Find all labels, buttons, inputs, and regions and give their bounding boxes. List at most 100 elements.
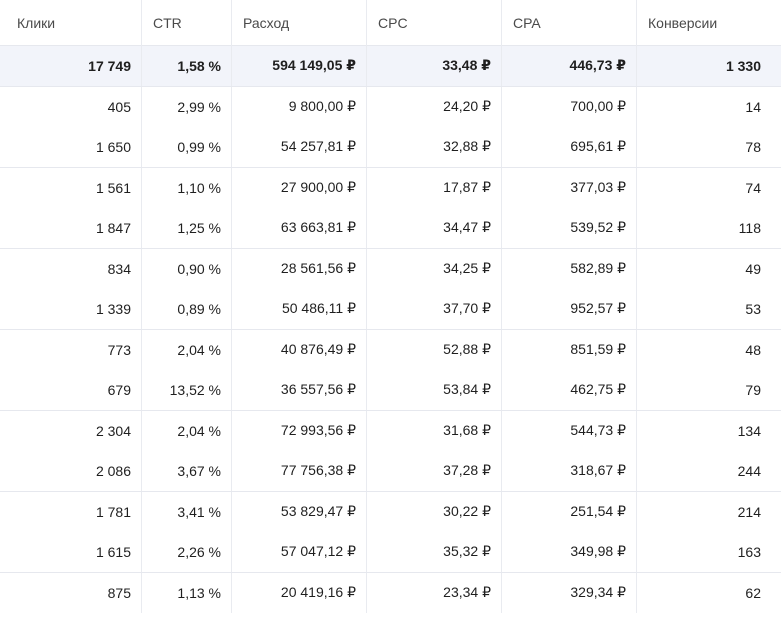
cell-cpc: 52,88 ₽ [367,329,502,370]
cell-cost: 77 756,38 ₽ [232,451,367,491]
table-row: 2 086 3,67 % 77 756,38 ₽37,28 ₽318,67 ₽ 244 [0,451,781,492]
cell-cpc: 37,28 ₽ [367,451,502,491]
cell-conversions: 14 [745,98,761,115]
cell-cost: 40 876,49 ₽ [232,329,367,370]
cell-ctr: 2,04 % [142,410,232,451]
cell-cost: 54 257,81 ₽ [232,127,367,167]
cell-clicks: 1 561 [0,167,142,208]
cell-cost: 50 486,11 ₽ [232,289,367,329]
cell-conversions: 78 [745,138,761,155]
cell-conversions: 214 [737,503,761,520]
cell-conversions: 163 [737,543,761,560]
cell-conversions: 62 [745,584,761,601]
column-header-conversions[interactable]: Конверсии [648,14,718,31]
total-clicks: 17 749 [0,46,142,86]
cell-cost: 36 557,56 ₽ [232,370,367,410]
column-header-cpa[interactable]: CPA [502,0,637,46]
table-row: 1 781 3,41 % 53 829,47 ₽30,22 ₽251,54 ₽ 214 [0,491,781,532]
total-cpa: 446,73 ₽ [502,46,637,86]
cell-cpa: 851,59 ₽ [502,329,637,370]
cell-cpc: 17,87 ₽ [367,167,502,208]
cell-conversions: 79 [745,381,761,398]
table-row: 1 561 1,10 % 27 900,00 ₽17,87 ₽377,03 ₽ 74 [0,167,781,208]
cell-clicks: 875 [0,572,142,613]
cell-cost: 63 663,81 ₽ [232,208,367,248]
table-row: 773 2,04 % 40 876,49 ₽52,88 ₽851,59 ₽ 48 [0,329,781,370]
column-header-ctr[interactable]: CTR [142,0,232,46]
total-ctr: 1,58 % [142,46,232,86]
cell-conversions: 118 [738,219,761,236]
cell-clicks: 405 [0,86,142,127]
total-row: 17 749 1,58 % 594 149,05 ₽ 33,48 ₽ 446,7… [0,46,781,87]
cell-ctr: 1,25 % [142,208,232,248]
column-header-clicks[interactable]: Клики [0,0,142,46]
cell-ctr: 2,26 % [142,532,232,572]
cell-cpa: 539,52 ₽ [502,208,637,248]
cell-clicks: 1 650 [0,127,142,167]
table-row: 679 13,52 % 36 557,56 ₽53,84 ₽462,75 ₽ 79 [0,370,781,411]
cell-ctr: 2,04 % [142,329,232,370]
cell-cpa: 582,89 ₽ [502,248,637,289]
table-row: 875 1,13 % 20 419,16 ₽23,34 ₽329,34 ₽ 62 [0,572,781,613]
cell-conversions: 49 [745,260,761,277]
table-row: 1 615 2,26 % 57 047,12 ₽35,32 ₽349,98 ₽ 163 [0,532,781,573]
cell-clicks: 1 615 [0,532,142,572]
cell-cpa: 329,34 ₽ [502,572,637,613]
cell-cpa: 544,73 ₽ [502,410,637,451]
cell-cpa: 349,98 ₽ [502,532,637,572]
cell-clicks: 679 [0,370,142,410]
cell-cpc: 37,70 ₽ [367,289,502,329]
table-row: 1 339 0,89 % 50 486,11 ₽37,70 ₽952,57 ₽ 53 [0,289,781,330]
cell-ctr: 0,90 % [142,248,232,289]
cell-cpc: 32,88 ₽ [367,127,502,167]
stats-table: Клики CTR Расход CPC CPA Конверсии 17 74… [0,0,781,613]
cell-cost: 53 829,47 ₽ [232,491,367,532]
cell-cpc: 34,25 ₽ [367,248,502,289]
table-body: 405 2,99 % 9 800,00 ₽24,20 ₽700,00 ₽ 14 1 65… [0,86,781,613]
cell-cpc: 35,32 ₽ [367,532,502,572]
table-header: Клики CTR Расход CPC CPA Конверсии [0,0,781,46]
cell-clicks: 773 [0,329,142,370]
cell-ctr: 3,41 % [142,491,232,532]
cell-cpc: 23,34 ₽ [367,572,502,613]
cell-clicks: 834 [0,248,142,289]
cell-cpc: 31,68 ₽ [367,410,502,451]
cell-conversions: 53 [745,300,761,317]
cell-cost: 27 900,00 ₽ [232,167,367,208]
cell-ctr: 0,89 % [142,289,232,329]
cell-cpc: 53,84 ₽ [367,370,502,410]
column-header-cpc[interactable]: CPC [367,0,502,46]
cell-cost: 20 419,16 ₽ [232,572,367,613]
cell-cpa: 695,61 ₽ [502,127,637,167]
cell-clicks: 1 781 [0,491,142,532]
table-row: 834 0,90 % 28 561,56 ₽34,25 ₽582,89 ₽ 49 [0,248,781,289]
cell-cost: 28 561,56 ₽ [232,248,367,289]
cell-cost: 9 800,00 ₽ [232,86,367,127]
table-row: 2 304 2,04 % 72 993,56 ₽31,68 ₽544,73 ₽ 134 [0,410,781,451]
cell-ctr: 3,67 % [142,451,232,491]
column-header-cost[interactable]: Расход [232,0,367,46]
cell-cost: 72 993,56 ₽ [232,410,367,451]
cell-clicks: 1 339 [0,289,142,329]
cell-clicks: 2 304 [0,410,142,451]
cell-conversions: 48 [745,341,761,358]
cell-ctr: 1,13 % [142,572,232,613]
cell-conversions: 134 [737,422,761,439]
table-row: 1 650 0,99 % 54 257,81 ₽32,88 ₽695,61 ₽ 78 [0,127,781,168]
cell-conversions: 74 [745,179,761,196]
total-cpc: 33,48 ₽ [367,46,502,86]
cell-cpa: 700,00 ₽ [502,86,637,127]
cell-conversions: 244 [737,462,761,479]
cell-ctr: 13,52 % [142,370,232,410]
cell-cpa: 952,57 ₽ [502,289,637,329]
cell-cpa: 318,67 ₽ [502,451,637,491]
cell-cpa: 462,75 ₽ [502,370,637,410]
table-row: 405 2,99 % 9 800,00 ₽24,20 ₽700,00 ₽ 14 [0,86,781,127]
cell-ctr: 0,99 % [142,127,232,167]
cell-cpa: 251,54 ₽ [502,491,637,532]
cell-clicks: 1 847 [0,208,142,248]
cell-cpc: 34,47 ₽ [367,208,502,248]
cell-cost: 57 047,12 ₽ [232,532,367,572]
cell-cpc: 24,20 ₽ [367,86,502,127]
cell-cpc: 30,22 ₽ [367,491,502,532]
